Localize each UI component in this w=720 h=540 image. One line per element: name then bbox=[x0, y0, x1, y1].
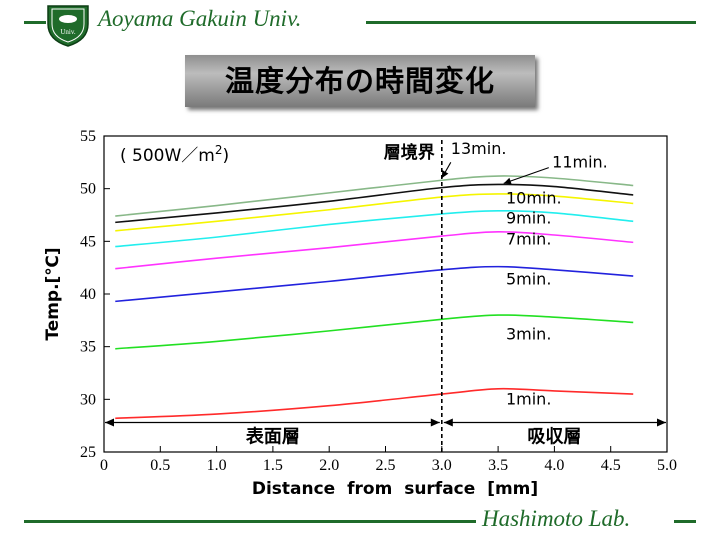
footer-rule-left bbox=[24, 520, 476, 523]
x-tick-label: 2.5 bbox=[376, 457, 396, 474]
condition-close: ) bbox=[223, 146, 230, 166]
label-pointer-head bbox=[441, 170, 449, 179]
surface-layer-arrow-head-left bbox=[105, 418, 114, 427]
series-line-9min bbox=[115, 209, 634, 248]
header-rule-right bbox=[366, 21, 696, 24]
y-tick-label: 25 bbox=[80, 444, 96, 461]
series-label: 1min. bbox=[506, 390, 551, 409]
y-axis-label: Temp.[℃] bbox=[43, 247, 63, 340]
series-label: 13min. bbox=[451, 139, 507, 158]
condition-label: ( 500W／m2) bbox=[120, 143, 229, 166]
absorption-layer-arrow-head-right bbox=[657, 418, 666, 427]
series-label: 10min. bbox=[506, 188, 562, 207]
label-pointer bbox=[503, 167, 549, 184]
absorption-layer-arrow-head-left bbox=[443, 418, 453, 427]
university-emblem-icon: Univ. bbox=[47, 5, 89, 47]
y-tick-label: 45 bbox=[80, 233, 96, 250]
series-line-7min bbox=[115, 231, 634, 270]
series-label: 3min. bbox=[506, 324, 551, 343]
y-tick-label: 40 bbox=[80, 286, 96, 303]
series-line-5min bbox=[115, 265, 634, 303]
ticks-layer: 0 0.5 1.0 1.5 2.0 2.5 3.0 3.5 4.0 4.5 5.0 25 30 35 40 4… bbox=[80, 128, 677, 474]
x-tick-label: 5.0 bbox=[657, 457, 677, 474]
series-layer bbox=[115, 175, 634, 420]
x-tick-label: 2.0 bbox=[319, 457, 339, 474]
surface-layer-label: 表面層 bbox=[246, 426, 300, 448]
series-line-11min bbox=[115, 183, 634, 224]
x-tick-label: 4.5 bbox=[601, 457, 621, 474]
x-tick-label: 1.5 bbox=[263, 457, 283, 474]
x-tick-label: 0 bbox=[100, 457, 108, 474]
x-axis-label: Distance from surface [mm] bbox=[252, 479, 538, 499]
y-tick-label: 30 bbox=[80, 391, 96, 408]
emblem-text: Univ. bbox=[60, 28, 76, 36]
x-tick-label: 0.5 bbox=[150, 457, 170, 474]
absorption-layer-label: 吸収層 bbox=[527, 427, 581, 448]
footer-rule-right bbox=[674, 520, 696, 523]
x-tick-label: 1.0 bbox=[207, 457, 227, 474]
series-label: 11min. bbox=[552, 153, 608, 172]
y-tick-label: 50 bbox=[80, 181, 96, 198]
series-line-13min bbox=[115, 175, 634, 217]
x-tick-label: 4.0 bbox=[544, 457, 564, 474]
x-tick-label: 3.0 bbox=[432, 457, 452, 474]
series-line-10min bbox=[115, 193, 634, 232]
series-line-3min bbox=[115, 314, 634, 350]
series-label: 7min. bbox=[506, 229, 551, 248]
series-label: 5min. bbox=[506, 270, 551, 289]
x-tick-label: 3.5 bbox=[488, 457, 508, 474]
condition-text: ( 500W／m bbox=[120, 146, 215, 166]
condition-superscript: 2 bbox=[215, 143, 223, 157]
surface-layer-arrow-head-right bbox=[430, 418, 440, 427]
series-labels-layer: 1min. 3min. 5min. 7min. 9min.10min. 11min. 13m… bbox=[441, 139, 608, 409]
y-tick-label: 55 bbox=[80, 128, 96, 145]
slide-title-box: 温度分布の時間変化 bbox=[185, 55, 535, 107]
university-name: Aoyama Gakuin Univ. bbox=[98, 6, 302, 31]
header-rule-left bbox=[24, 21, 46, 24]
series-label: 9min. bbox=[506, 208, 551, 227]
layer-boundary-label: 層境界 bbox=[384, 142, 435, 163]
slide-title: 温度分布の時間変化 bbox=[224, 64, 495, 98]
label-pointer-head bbox=[503, 177, 512, 185]
lab-name: Hashimoto Lab. bbox=[482, 506, 631, 531]
y-tick-label: 35 bbox=[80, 339, 96, 356]
series-line-1min bbox=[115, 387, 634, 420]
